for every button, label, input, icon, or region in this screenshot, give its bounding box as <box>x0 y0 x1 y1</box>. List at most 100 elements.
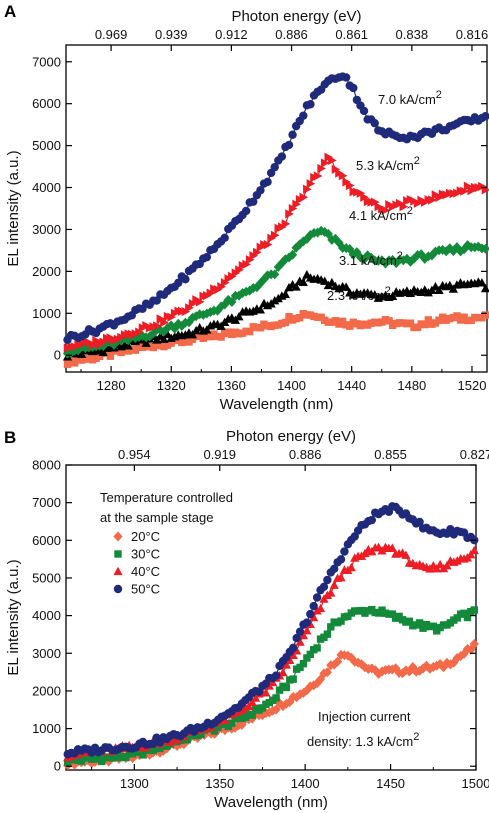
data-point <box>67 354 75 363</box>
data-point <box>306 650 314 659</box>
data-point <box>292 633 301 643</box>
data-point <box>270 162 279 172</box>
data-point <box>359 106 369 116</box>
data-point <box>181 275 190 284</box>
data-point <box>303 184 312 194</box>
data-point <box>323 575 332 585</box>
data-point <box>442 561 452 570</box>
data-point <box>445 243 455 254</box>
data-point <box>264 707 274 718</box>
data-point <box>123 341 133 350</box>
x-axis-title: Wavelength (nm) <box>220 396 334 413</box>
series-annotation-text: 2.3 kA/cm <box>327 288 385 303</box>
data-point <box>289 675 297 683</box>
data-point <box>197 730 205 739</box>
data-point <box>345 243 355 254</box>
data-point <box>228 719 236 727</box>
note-text: density: 1.3 kA/cm <box>307 734 413 749</box>
data-point <box>333 656 343 667</box>
data-point <box>295 239 305 250</box>
data-point <box>338 171 348 181</box>
data-point <box>388 610 396 618</box>
data-point <box>165 737 175 746</box>
data-point <box>330 564 339 574</box>
data-point <box>469 545 479 555</box>
top-tick-label: 0.969 <box>95 27 128 42</box>
series-annotation-text: 3.1 kA/cm <box>339 253 397 268</box>
data-point <box>405 617 414 625</box>
legend-title-line: at the sample stage <box>100 510 213 525</box>
data-point <box>306 100 315 109</box>
top-tick-label: 0.886 <box>275 27 308 42</box>
data-point <box>185 303 194 313</box>
data-point <box>320 227 330 238</box>
data-point <box>296 313 304 322</box>
data-point <box>460 609 468 618</box>
data-point <box>285 209 294 219</box>
legend-label: 20°C <box>131 529 160 544</box>
series-annotation: 7.0 kA/cm2 <box>378 89 442 107</box>
data-point <box>292 199 301 209</box>
data-point <box>270 269 280 280</box>
y-tick-label: 4000 <box>32 608 61 623</box>
legend-marker <box>114 550 122 558</box>
data-point <box>255 305 266 314</box>
data-point <box>288 203 298 214</box>
x-tick-label: 1300 <box>120 776 149 791</box>
data-point <box>356 659 367 670</box>
x-tick-label: 1500 <box>462 776 489 791</box>
data-point <box>323 228 333 239</box>
data-point <box>313 644 321 652</box>
data-point <box>340 547 349 556</box>
data-point <box>299 111 308 120</box>
data-point <box>235 265 244 275</box>
data-point <box>449 657 459 668</box>
data-point <box>253 247 262 257</box>
data-point <box>277 152 287 161</box>
x-tick-label: 1520 <box>458 378 487 393</box>
data-point <box>122 753 130 762</box>
data-point <box>421 320 429 329</box>
data-point <box>409 253 419 264</box>
y-tick-label: 3000 <box>32 222 61 237</box>
data-point <box>242 259 251 269</box>
data-point <box>459 648 469 659</box>
data-point <box>329 580 339 589</box>
data-point <box>275 686 284 694</box>
data-point <box>377 666 387 677</box>
data-point <box>159 334 169 344</box>
data-point <box>345 180 355 191</box>
data-point <box>428 195 437 205</box>
data-point <box>281 660 291 669</box>
data-point <box>434 285 444 294</box>
data-point <box>248 711 256 719</box>
y-tick-label: 6000 <box>32 533 61 548</box>
note-line: density: 1.3 kA/cm2 <box>307 731 419 749</box>
data-point <box>319 582 329 592</box>
data-point <box>248 306 258 315</box>
top-tick-label: 0.816 <box>456 27 489 42</box>
data-point <box>270 230 280 240</box>
data-point <box>455 246 466 257</box>
data-point <box>397 668 408 679</box>
data-point <box>336 572 346 582</box>
data-point <box>460 186 469 196</box>
y-tick-label: 2000 <box>32 264 61 279</box>
data-point <box>160 317 169 328</box>
data-point <box>270 295 280 305</box>
data-point <box>272 694 280 702</box>
data-point <box>408 662 418 673</box>
data-point <box>405 256 416 267</box>
data-point <box>346 322 354 330</box>
data-point <box>317 163 326 174</box>
y-tick-label: 6000 <box>32 96 61 111</box>
data-point <box>399 202 409 212</box>
x-tick-label: 1350 <box>205 776 234 791</box>
data-point <box>284 252 294 263</box>
series-7-0-ka-cm2 <box>63 72 489 344</box>
data-point <box>359 254 369 265</box>
data-point <box>453 312 461 320</box>
series-annotation-sup: 2 <box>385 285 391 297</box>
data-point <box>346 652 356 663</box>
